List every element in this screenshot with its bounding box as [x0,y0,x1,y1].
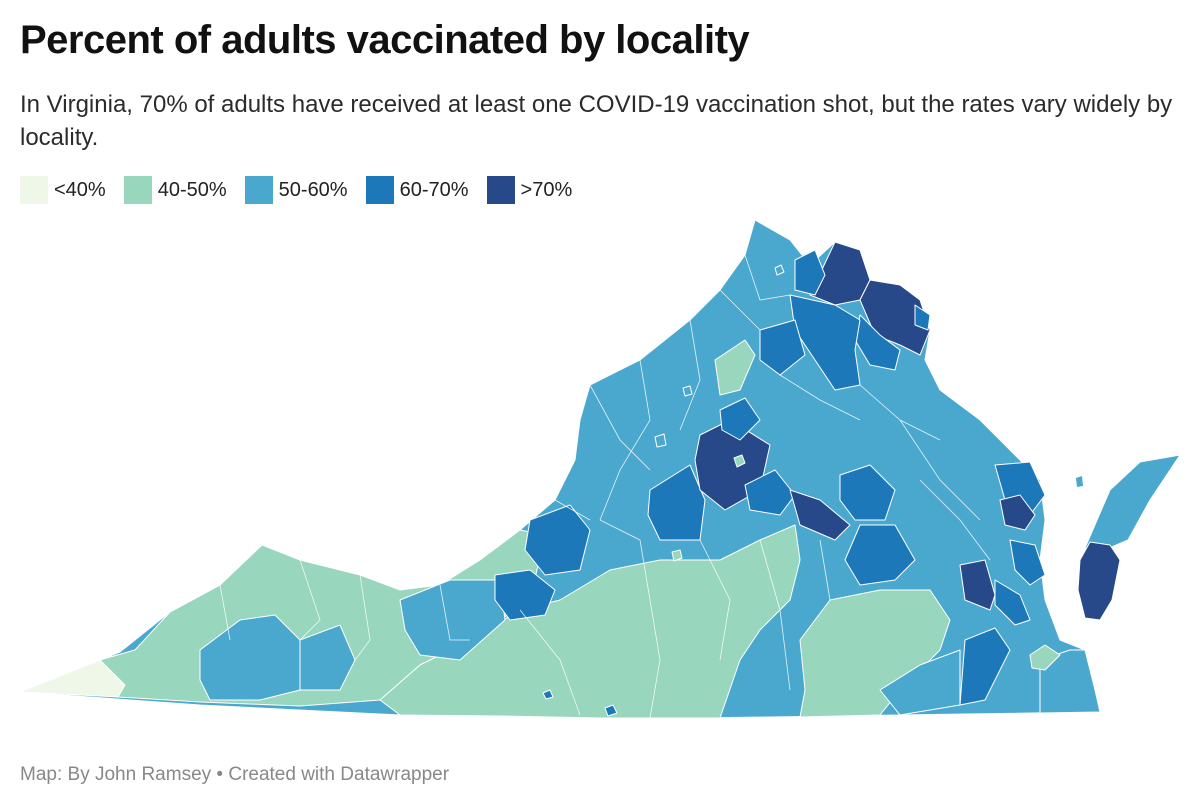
county-line [354,574,371,661]
legend-item-50-60: 50-60% [244,176,348,204]
region-powhatan-chesterfield [789,489,851,541]
region-eastern-shore-south [1077,541,1121,621]
region-gloucester [1009,539,1046,586]
region-goochland-louisa [744,469,796,516]
county-line [744,254,791,301]
region-new-kent [844,524,916,586]
region-bland-wythe [399,579,506,661]
region-danville-city [604,704,618,717]
county-line [719,289,761,331]
county-line [299,559,321,641]
legend-item-60-70: 60-70% [365,176,469,204]
county-line [439,584,470,641]
region-rockbridge-amherst [524,504,591,576]
region-mathews [999,494,1036,531]
county-line [219,584,231,641]
region-south-central-band [799,589,951,718]
county-line [759,539,791,691]
region-lynchburg-city [671,549,683,562]
county-line [679,319,701,431]
legend-label: <40% [54,178,106,201]
county-line [554,499,591,521]
county-line [649,599,661,719]
county-line [599,519,651,601]
region-southampton-suffolk [879,649,961,716]
region-russell-tazewell [299,624,356,691]
region-martinsville-city [542,689,554,700]
county-line [519,609,581,716]
virginia-map-svg [19,219,1181,719]
region-york-hampton [994,579,1031,626]
county-line [699,539,731,661]
region-hanover-henrico [839,464,896,521]
virginia-map [0,205,1200,730]
legend-swatch [365,176,394,204]
region-tangier-island [1076,476,1083,487]
legend-label: 60-70% [399,178,469,201]
county-line [599,359,651,521]
region-charlottesville-city [733,454,746,468]
region-rappahannock [759,319,806,376]
legend-item-gt70: >70% [486,176,573,204]
county-line [919,479,991,561]
region-james-city [959,559,996,611]
region-arlington [914,304,931,331]
region-roanoke [494,569,556,621]
region-winchester-city [774,264,785,276]
legend-swatch [20,176,48,204]
county-line [899,419,981,521]
region-greene [719,397,761,441]
legend-item-40-50: 40-50% [123,176,227,204]
region-eastern-shore-north [1084,454,1181,553]
region-norfolk-portsmouth [1029,644,1061,671]
legend-label: 40-50% [157,178,227,201]
region-lancaster-northumberland [994,461,1046,516]
region-clarke-warren [794,249,826,296]
region-harrisonburg-city [682,385,693,397]
legend: <40% 40-50% 50-60% 60-70% >70% [20,176,572,204]
region-virginia-beach [1039,649,1101,714]
legend-label: >70% [520,178,573,201]
legend-label: 50-60% [278,178,348,201]
chart-title: Percent of adults vaccinated by locality [20,18,750,62]
chart-footer: Map: By John Ramsey • Created with Dataw… [20,764,450,785]
chart-subtitle: In Virginia, 70% of adults have received… [20,91,1173,151]
legend-swatch [486,176,515,204]
legend-swatch [244,176,273,204]
county-line [819,539,831,601]
legend-item-lt40: <40% [20,176,106,204]
region-isle-of-wight [959,627,1011,706]
legend-swatch [123,176,152,204]
region-page [714,339,756,396]
county-line [779,374,861,421]
region-staunton-city [654,433,667,448]
county-line [589,384,651,471]
